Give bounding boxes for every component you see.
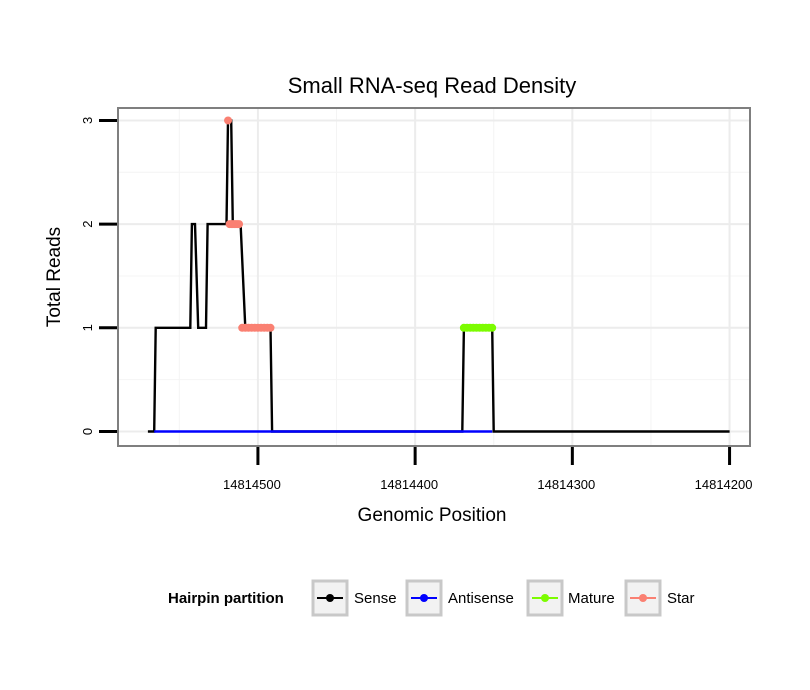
x-tick-label: 14814500	[223, 477, 281, 492]
x-axis: 14814500 14814400 14814300 14814200	[223, 447, 752, 492]
legend-key-point	[639, 594, 647, 602]
x-axis-label: Genomic Position	[358, 505, 507, 526]
y-axis-label: Total Reads	[44, 227, 65, 327]
legend-title: Hairpin partition	[168, 590, 284, 607]
y-tick-label: 1	[80, 324, 95, 331]
legend-label-sense: Sense	[354, 590, 397, 607]
y-tick-label: 2	[80, 221, 95, 228]
legend-key-point	[420, 594, 428, 602]
data-point-mature	[488, 323, 497, 332]
legend-label-star: Star	[667, 590, 695, 607]
x-tick-label: 14814300	[537, 477, 595, 492]
x-tick-label: 14814200	[695, 477, 753, 492]
data-point-star	[266, 323, 275, 332]
data-point-star	[224, 116, 233, 125]
legend-label-antisense: Antisense	[448, 590, 514, 607]
series-layer	[147, 116, 730, 433]
legend: Hairpin partition Sense Antisense Mature St…	[168, 579, 695, 617]
x-tick-label: 14814400	[380, 477, 438, 492]
plot-background	[118, 108, 750, 446]
legend-key-point	[326, 594, 334, 602]
chart-title: Small RNA-seq Read Density	[288, 73, 577, 98]
y-axis: 0 1 2 3	[80, 117, 117, 435]
legend-key-point	[541, 594, 549, 602]
plot-border	[117, 107, 751, 447]
y-tick-label: 0	[80, 428, 95, 435]
y-tick-label: 3	[80, 117, 95, 124]
legend-label-mature: Mature	[568, 590, 615, 607]
data-point-star	[235, 220, 244, 229]
